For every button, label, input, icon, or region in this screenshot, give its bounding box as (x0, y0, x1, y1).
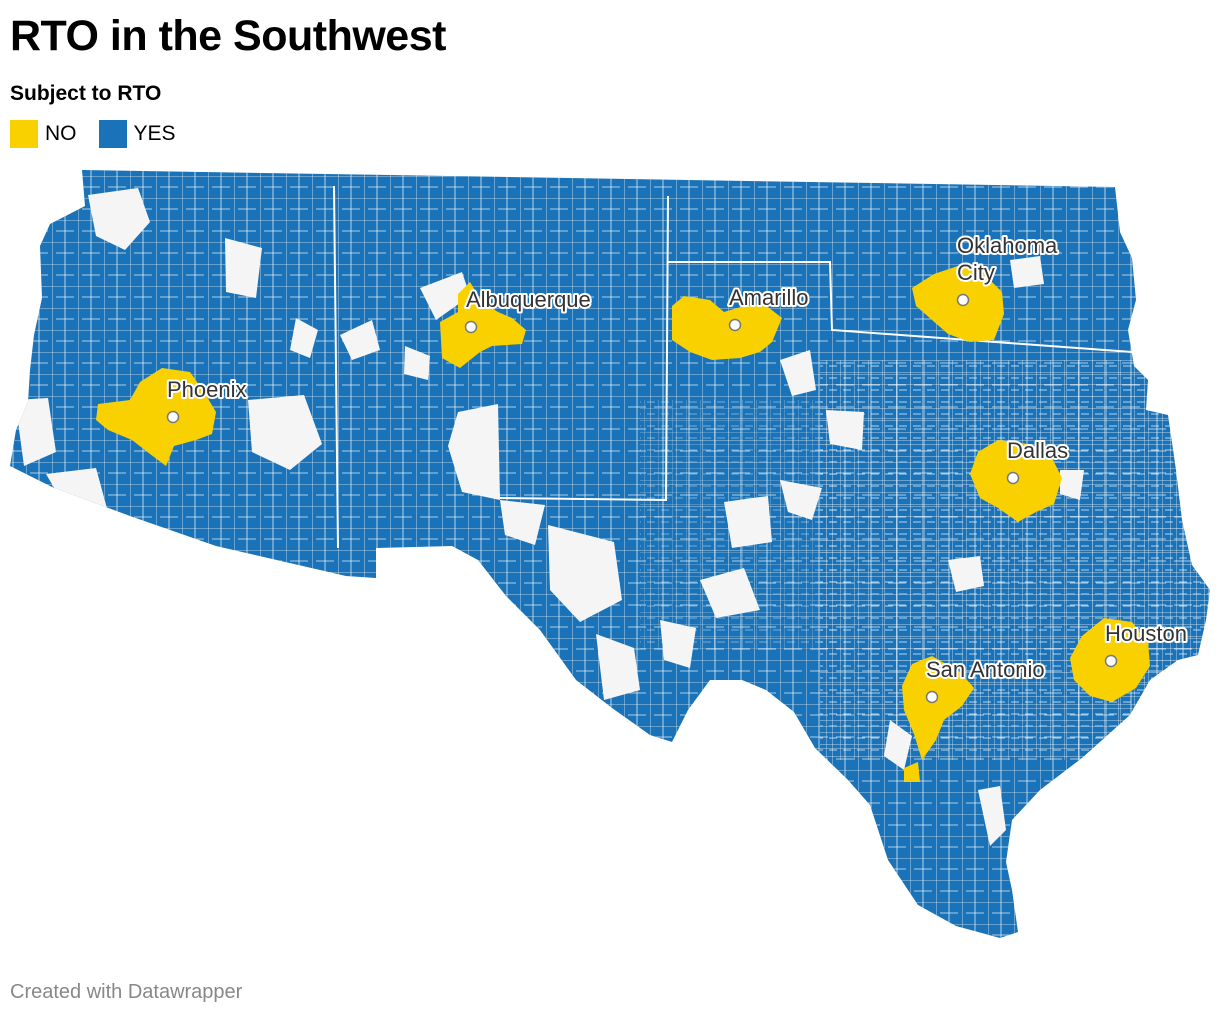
legend-swatch-yes (98, 120, 127, 148)
chart-title: RTO in the Southwest (10, 12, 446, 60)
rto-exempt-areas (96, 266, 1150, 782)
city-label-albuquerque: Albuquerque (466, 287, 591, 312)
city-label-san-antonio: San Antonio (926, 657, 1045, 682)
metro-area-phoenix (96, 368, 216, 466)
footer-credit: Created with Datawrapper (10, 981, 243, 1003)
city-markers (166, 293, 1118, 704)
metro-area-amarillo (672, 296, 782, 360)
state-border-nm-tx (499, 195, 669, 502)
legend-item-no: NO (10, 120, 77, 148)
state-border-az-nm (333, 185, 339, 549)
city-marker-oklahoma-city (956, 293, 970, 307)
city-marker-phoenix (166, 410, 180, 424)
legend-label-yes: YES (133, 122, 176, 145)
metro-area-oklahoma-city (912, 266, 1004, 342)
city-label-oklahoma-city-line1: Oklahoma (957, 233, 1058, 258)
city-label-dallas: Dallas (1007, 438, 1068, 463)
no-data-areas (15, 188, 1084, 846)
city-marker-san-antonio (925, 690, 939, 704)
legend-title: Subject to RTO (10, 82, 162, 105)
city-label-amarillo: Amarillo (729, 285, 808, 310)
choropleth-map: Phoenix Albuquerque Amarillo Oklahoma Ci… (10, 170, 1210, 938)
metro-area-albuquerque (440, 282, 526, 368)
legend-swatch-no (10, 120, 38, 148)
legend: NO YES (10, 120, 198, 148)
city-labels: Phoenix Albuquerque Amarillo Oklahoma Ci… (165, 231, 1189, 684)
city-marker-amarillo (728, 318, 742, 332)
city-label-houston: Houston (1105, 621, 1187, 646)
city-marker-albuquerque (464, 320, 478, 334)
city-marker-dallas (1006, 471, 1020, 485)
legend-item-yes: YES (98, 120, 176, 148)
city-label-phoenix: Phoenix (167, 377, 247, 402)
city-marker-houston (1104, 654, 1118, 668)
metro-area-san-antonio (902, 656, 974, 782)
legend-label-no: NO (45, 122, 77, 145)
city-label-oklahoma-city-line2: City (957, 260, 995, 285)
